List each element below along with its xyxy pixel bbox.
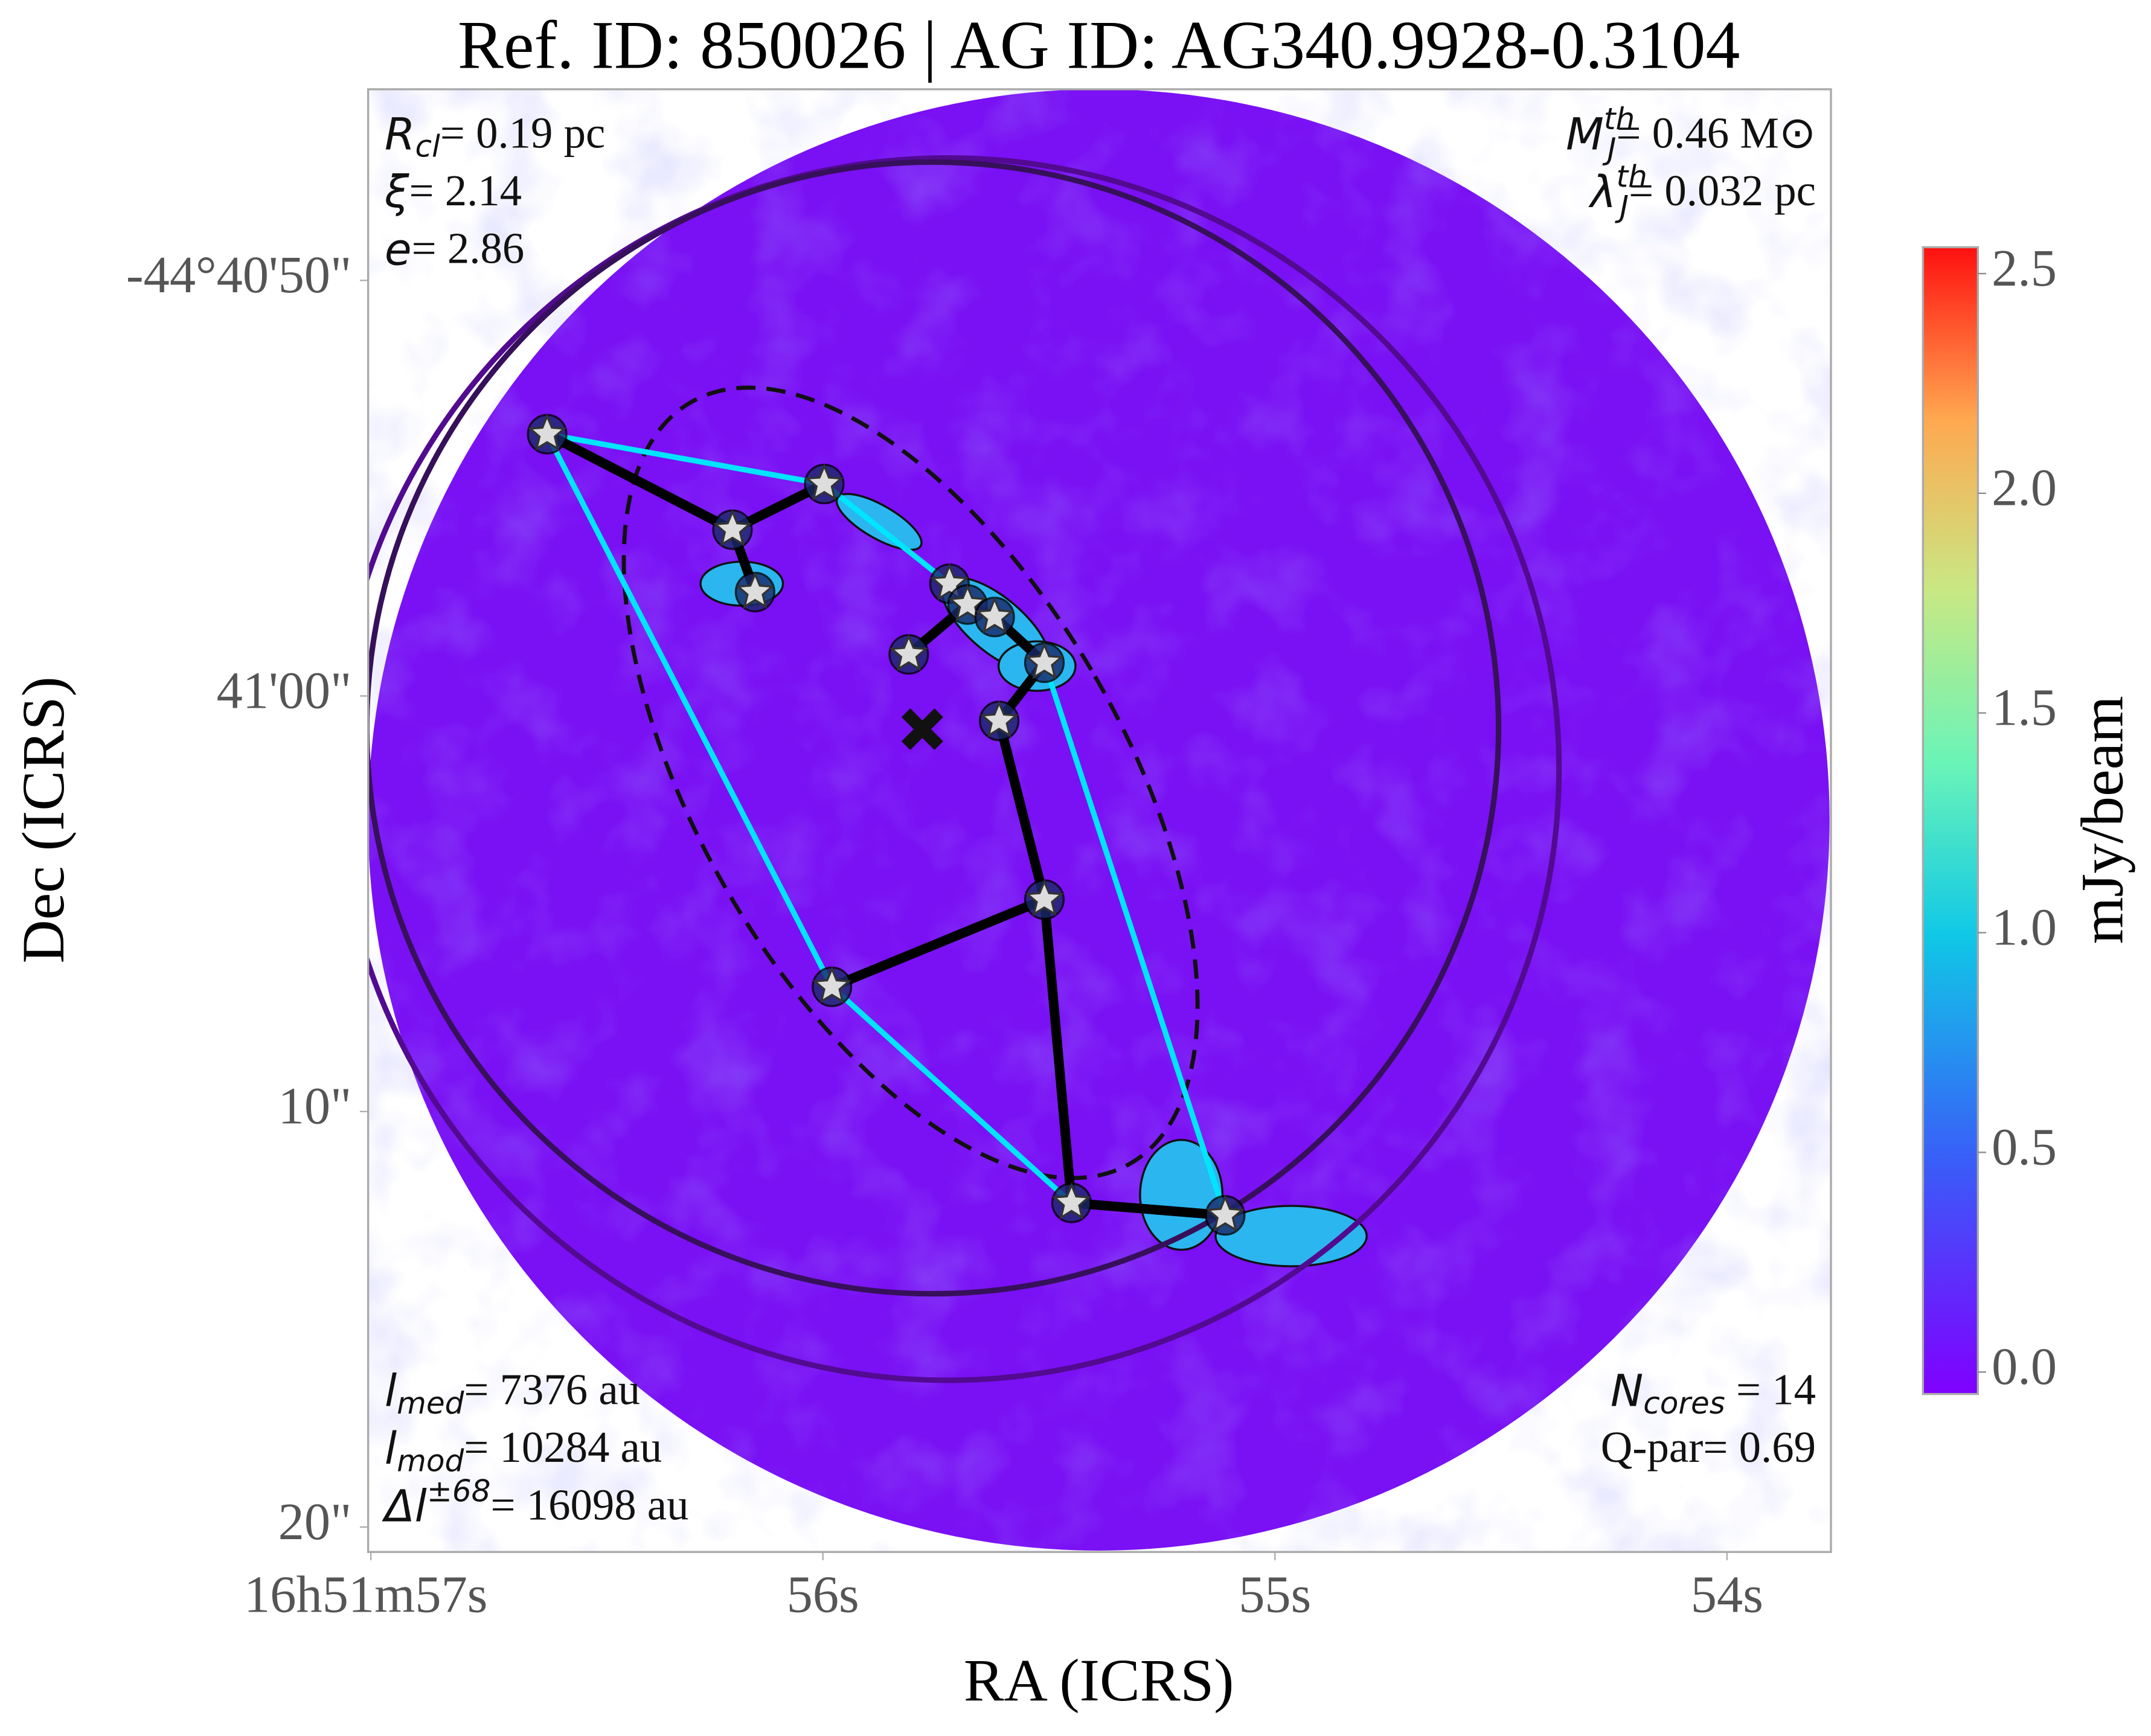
annotation-sup: th [1617,159,1647,194]
core [979,700,1019,738]
annotation-symbol: ξ [384,167,409,218]
mst-edge [994,719,1050,901]
annotation-text: = 0.19 pc [440,108,605,157]
core [1205,1194,1245,1232]
core [713,509,752,546]
colorbar-label: mJy/beam [2068,696,2135,944]
colorbar-tick-label: 0.0 [1992,1337,2057,1395]
annotation: e= 2.86 [385,223,524,275]
cluster-ellipse [621,385,1200,1180]
annotation: Rcl= 0.19 pc [385,108,605,164]
map-noise [368,89,1830,1551]
x-tick-label: 54s [1691,1566,1763,1624]
plot-layer: 16h51m57s 56s 55s 54s -44°40'50" 41'00" 10" 20" [126,246,1763,1623]
core [1025,642,1064,679]
annotation-sub: J [1602,132,1617,167]
y-tick-label: 20" [278,1493,352,1551]
y-tick-label: 10" [278,1077,352,1135]
annotation-sub: cl [415,129,440,164]
cluster-circle [368,159,1501,1296]
annotation: ξ= 2.14 [384,166,522,218]
annotation-text: = 14 [1725,1365,1816,1414]
annotation-symbol: l [385,1423,397,1475]
annotation-symbol: Δl [382,1481,427,1533]
annotation-symbol: l [385,1366,397,1417]
annotation-sub: J [1614,189,1629,224]
annotation-symbol: R [385,109,415,160]
core [889,633,929,671]
core [812,966,851,1004]
y-tick-label: -44°40'50" [126,246,351,304]
annotation-sup: ±68 [427,1473,491,1508]
annotation-sub: mod [397,1443,464,1478]
core [804,463,844,501]
annotation-symbol: λ [1588,167,1616,218]
mst-edge [1071,1198,1226,1220]
colorbar-tick-label: 2.5 [1992,239,2057,297]
annotation-text: = 7376 au [464,1365,640,1414]
annotation-sup: th [1604,101,1635,136]
y-tick-label: 41'00" [217,661,352,719]
cluster-center [901,708,943,751]
annotation: Δl±68= 16098 au [382,1473,689,1533]
y-axis-label: Dec (ICRS) [10,676,77,963]
annotation-text: = 0.032 pc [1629,166,1816,215]
core [527,413,567,451]
colorbar [1922,246,1979,1395]
annotation-text: = 2.86 [412,223,525,272]
colorbar-tick-label: 2.0 [1992,459,2057,517]
core [1052,1182,1091,1220]
annotation: Q-par= 0.69 [1601,1423,1816,1472]
colorbar-tick-label: 0.5 [1992,1118,2057,1176]
x-tick-label: 55s [1239,1566,1311,1624]
x-tick-label: 56s [787,1566,859,1624]
annotation-text: = 10284 au [464,1423,662,1472]
annotation: Ncores = 14 [1611,1365,1816,1420]
annotation: lmod= 10284 au [385,1423,662,1478]
annotation-sub: med [397,1385,464,1420]
x-tick-label: 16h51m57s [244,1566,487,1624]
chart-title: Ref. ID: 850026 | AG ID: AG340.9928-0.31… [458,7,1740,83]
mst-edge [830,895,1047,991]
annotation-symbol: N [1611,1366,1643,1417]
outer-circle [368,155,1562,1383]
colorbar-tick-label: 1.5 [1992,679,2057,737]
frame [367,88,1832,1553]
x-axis-label: RA (ICRS) [964,1647,1234,1714]
core [975,596,1015,634]
annotation: λth J= 0.032 pc [1588,159,1815,224]
mst-edge [1039,899,1077,1203]
annotation-symbol: e [385,225,412,276]
annotation: Mth J= 0.46 M⊙ [1566,101,1816,167]
mst-edge [545,429,735,534]
colorbar-tick-label: 1.0 [1992,898,2057,956]
core [1025,879,1064,917]
annotation-text: = 0.46 M⊙ [1617,108,1816,157]
annotation-text: = 16098 au [490,1480,688,1529]
annotation-symbol: M [1566,109,1604,160]
annotation: lmed= 7376 au [385,1365,640,1420]
annotation-text: = 2.14 [409,166,522,215]
annotation-text: Q-par= 0.69 [1601,1423,1816,1472]
core [736,571,775,609]
annotation-sub: cores [1643,1385,1725,1420]
map [368,89,1830,1551]
